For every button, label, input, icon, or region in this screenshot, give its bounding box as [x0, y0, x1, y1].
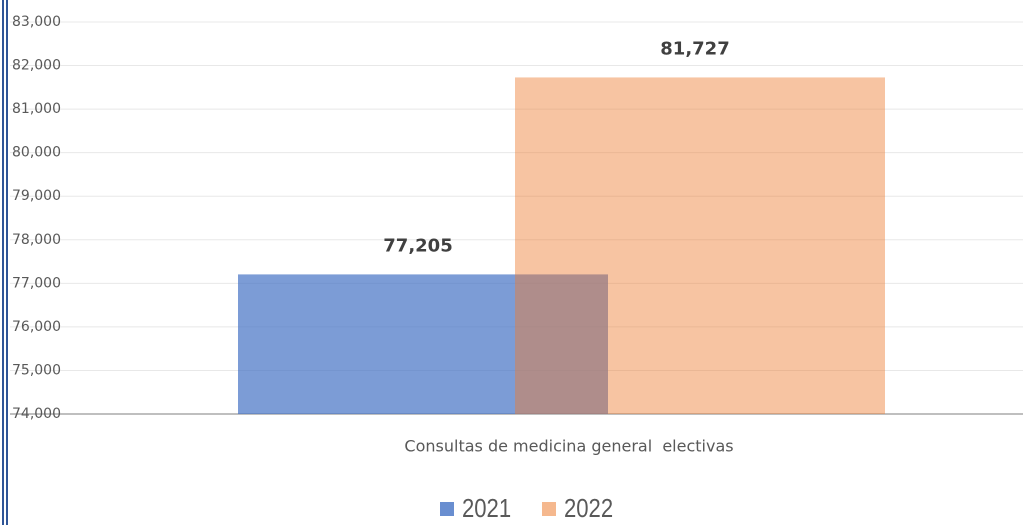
y-tick-label: 75,000: [12, 362, 61, 378]
y-tick-label: 79,000: [12, 188, 61, 204]
y-tick-label: 82,000: [12, 58, 61, 74]
y-tick-label: 76,000: [12, 319, 61, 335]
y-tick-label: 77,000: [12, 275, 61, 291]
y-tick-label: 80,000: [12, 145, 61, 161]
bar: [238, 274, 608, 414]
y-tick-label: 81,000: [12, 101, 61, 117]
y-tick-label: 83,000: [12, 14, 61, 30]
legend-label: 2022: [564, 494, 613, 523]
data-label: 81,727: [660, 38, 729, 59]
bar: [515, 77, 885, 414]
y-tick-label: 74,000: [12, 406, 61, 422]
y-tick-label: 78,000: [12, 232, 61, 248]
legend-swatch: [440, 502, 454, 516]
legend-swatch: [542, 502, 556, 516]
legend-label: 2021: [462, 494, 511, 523]
x-tick-label: Consultas de medicina general electivas: [404, 437, 733, 456]
data-label: 77,205: [383, 235, 452, 256]
